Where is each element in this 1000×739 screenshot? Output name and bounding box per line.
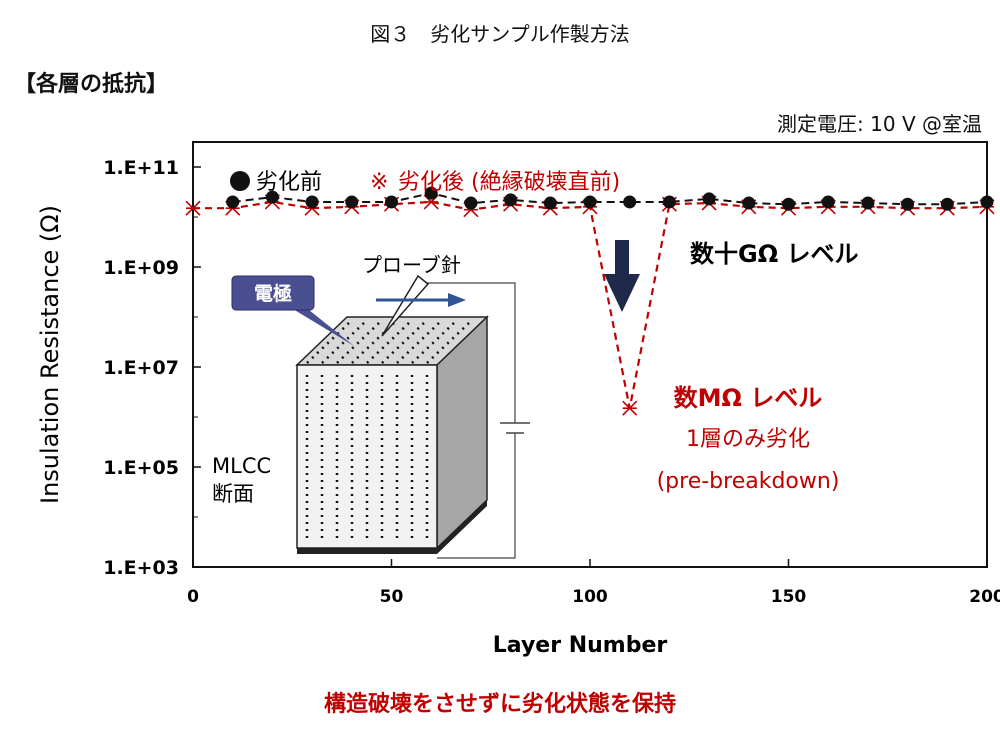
- before-data-point: [226, 195, 240, 209]
- legend-after-label: 劣化後 (絶縁破壊直前): [398, 170, 620, 195]
- before-data-point: [464, 196, 478, 210]
- before-data-point: [702, 192, 716, 206]
- legend-after-marker: ※: [370, 170, 388, 195]
- before-data-point: [940, 197, 954, 211]
- before-data-point: [305, 195, 319, 209]
- electrode-label: 電極: [254, 282, 292, 305]
- electrode-top-line: [411, 320, 457, 364]
- before-data-point: [424, 186, 438, 200]
- electrode-callout-tail: [288, 306, 354, 346]
- before-data-point: [504, 193, 518, 207]
- before-data-point: [583, 195, 597, 209]
- before-data-point: [543, 196, 557, 210]
- electrode-top-line: [306, 320, 352, 364]
- after-data-point: [622, 400, 638, 416]
- electrode-top-line: [336, 320, 382, 364]
- y-tick-label: 1.E+03: [103, 557, 179, 579]
- wire-line: [437, 433, 516, 559]
- legend-before-label: 劣化前: [256, 170, 322, 195]
- after-data-point: [185, 200, 201, 216]
- mlcc-front-face: [296, 364, 438, 549]
- x-tick-label: 200: [969, 587, 1000, 607]
- down-arrow-head: [604, 274, 640, 312]
- y-tick-label: 1.E+09: [103, 257, 179, 279]
- before-data-point: [901, 197, 915, 211]
- electrode-top-line: [381, 320, 427, 364]
- x-tick-label: 50: [380, 587, 404, 607]
- mlcc-base: [297, 500, 487, 554]
- pre-breakdown-label: (pre-breakdown): [657, 469, 840, 494]
- y-tick-label: 1.E+07: [103, 357, 179, 379]
- electrode-top-line: [321, 320, 367, 364]
- y-axis-label: Insulation Resistance (Ω): [36, 205, 64, 504]
- x-tick-label: 150: [771, 587, 807, 607]
- electrode-top-line: [396, 320, 442, 364]
- before-data-point: [742, 196, 756, 210]
- mlcc-label: MLCC: [212, 454, 271, 478]
- down-arrow-shaft: [615, 240, 629, 276]
- legend-before-marker: [230, 171, 250, 191]
- y-tick-label: 1.E+11: [103, 157, 179, 179]
- x-tick-label: 0: [187, 587, 199, 607]
- before-data-point: [980, 195, 994, 209]
- before-data-point: [345, 195, 359, 209]
- low-level-label: 数MΩ レベル: [674, 384, 823, 412]
- figure-title: 図３ 劣化サンプル作製方法: [370, 22, 630, 46]
- normal-level-label: 数十GΩ レベル: [690, 240, 858, 268]
- probe-needle: [381, 274, 430, 337]
- before-data-point: [662, 195, 676, 209]
- x-axis-label: Layer Number: [493, 633, 668, 658]
- before-data-point: [782, 197, 795, 211]
- before-data-point: [821, 195, 835, 209]
- before-data-point: [385, 195, 398, 209]
- y-tick-label: 1.E+05: [103, 457, 179, 479]
- before-data-point: [623, 195, 637, 209]
- wire-line: [425, 282, 516, 423]
- electrode-top-line: [366, 320, 412, 364]
- before-data-point: [265, 190, 279, 204]
- scan-arrow-head: [448, 293, 466, 307]
- series-group: [185, 186, 995, 416]
- electrode-callout-box: [231, 275, 315, 311]
- measurement-condition: 測定電圧: 10 V @室温: [777, 112, 982, 136]
- before-series-line: [232, 192, 988, 206]
- section-label: 【各層の抵抗】: [14, 72, 169, 97]
- single-layer-label: 1層のみ劣化: [686, 427, 810, 452]
- probe-label: プローブ針: [362, 253, 461, 277]
- electrode-top-line: [426, 320, 472, 364]
- before-data-point: [861, 196, 875, 210]
- cross-section-label: 断面: [212, 482, 254, 506]
- axes-group: 1.E+03 1.E+05 1.E+07 1.E+09 1.E+11 0 50 100 150 2…: [36, 141, 1000, 658]
- bottom-note: 構造破壊をさせずに劣化状態を保持: [323, 692, 676, 717]
- x-tick-label: 100: [572, 587, 608, 607]
